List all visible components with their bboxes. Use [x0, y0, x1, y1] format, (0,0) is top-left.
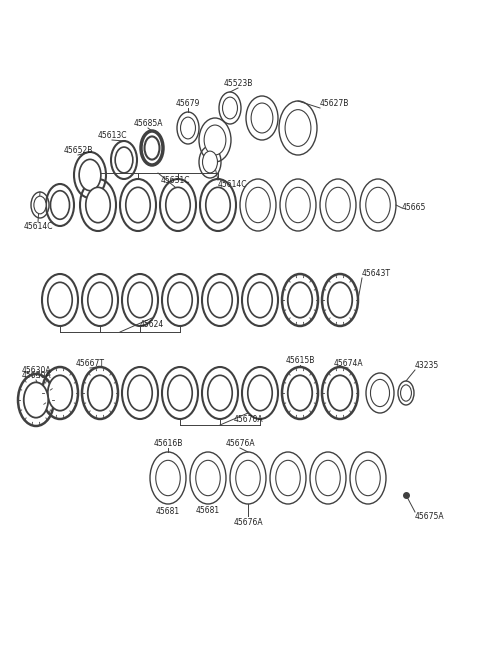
Ellipse shape — [168, 375, 192, 411]
Ellipse shape — [86, 188, 110, 222]
Ellipse shape — [156, 461, 180, 496]
Text: 45627B: 45627B — [320, 99, 349, 108]
Ellipse shape — [208, 282, 232, 318]
Text: 45624: 45624 — [140, 320, 164, 329]
Text: 45681: 45681 — [156, 507, 180, 516]
Ellipse shape — [285, 110, 311, 146]
Ellipse shape — [144, 136, 159, 159]
Text: 45670A: 45670A — [233, 415, 263, 424]
Ellipse shape — [34, 196, 46, 214]
Ellipse shape — [316, 461, 340, 496]
Ellipse shape — [50, 191, 70, 219]
Text: 45674A: 45674A — [333, 359, 363, 368]
Ellipse shape — [79, 159, 101, 191]
Text: 45615B: 45615B — [285, 356, 315, 365]
Text: 45630A: 45630A — [21, 366, 51, 375]
Text: 45676A: 45676A — [233, 518, 263, 527]
Text: 45631C: 45631C — [160, 176, 190, 185]
Ellipse shape — [356, 461, 380, 496]
Text: 45614C: 45614C — [23, 222, 53, 231]
Ellipse shape — [223, 97, 238, 119]
Text: 45616B: 45616B — [153, 439, 183, 448]
Ellipse shape — [206, 188, 230, 222]
Ellipse shape — [24, 382, 48, 418]
Text: 45679: 45679 — [176, 99, 200, 108]
Text: 45685A: 45685A — [133, 119, 163, 128]
Text: 45630A: 45630A — [21, 371, 51, 380]
Ellipse shape — [115, 147, 133, 173]
Ellipse shape — [48, 282, 72, 318]
Ellipse shape — [328, 282, 352, 318]
Text: 45681: 45681 — [196, 506, 220, 515]
Ellipse shape — [276, 461, 300, 496]
Ellipse shape — [196, 461, 220, 496]
Text: 45643T: 45643T — [362, 269, 391, 278]
Ellipse shape — [203, 151, 217, 173]
Text: 45613C: 45613C — [97, 131, 127, 140]
Ellipse shape — [180, 117, 195, 139]
Text: 45675A: 45675A — [415, 512, 444, 521]
Ellipse shape — [126, 188, 150, 222]
Ellipse shape — [328, 375, 352, 411]
Text: 45665: 45665 — [402, 203, 426, 213]
Ellipse shape — [288, 375, 312, 411]
Ellipse shape — [246, 188, 270, 222]
Ellipse shape — [288, 282, 312, 318]
Ellipse shape — [236, 461, 260, 496]
Ellipse shape — [251, 103, 273, 133]
Ellipse shape — [128, 282, 152, 318]
Text: 45523B: 45523B — [223, 79, 252, 88]
Ellipse shape — [204, 125, 226, 155]
Ellipse shape — [88, 282, 112, 318]
Ellipse shape — [286, 188, 310, 222]
Ellipse shape — [128, 375, 152, 411]
Text: 43235: 43235 — [415, 361, 439, 370]
Ellipse shape — [48, 375, 72, 411]
Ellipse shape — [248, 375, 272, 411]
Ellipse shape — [326, 188, 350, 222]
Text: 45652B: 45652B — [63, 146, 93, 155]
Ellipse shape — [166, 188, 190, 222]
Ellipse shape — [168, 282, 192, 318]
Text: 45667T: 45667T — [75, 359, 105, 368]
Ellipse shape — [366, 188, 390, 222]
Ellipse shape — [400, 385, 411, 401]
Ellipse shape — [88, 375, 112, 411]
Ellipse shape — [371, 379, 390, 407]
Text: 45614C: 45614C — [218, 180, 248, 189]
Text: 45676A: 45676A — [225, 439, 255, 448]
Ellipse shape — [208, 375, 232, 411]
Ellipse shape — [248, 282, 272, 318]
